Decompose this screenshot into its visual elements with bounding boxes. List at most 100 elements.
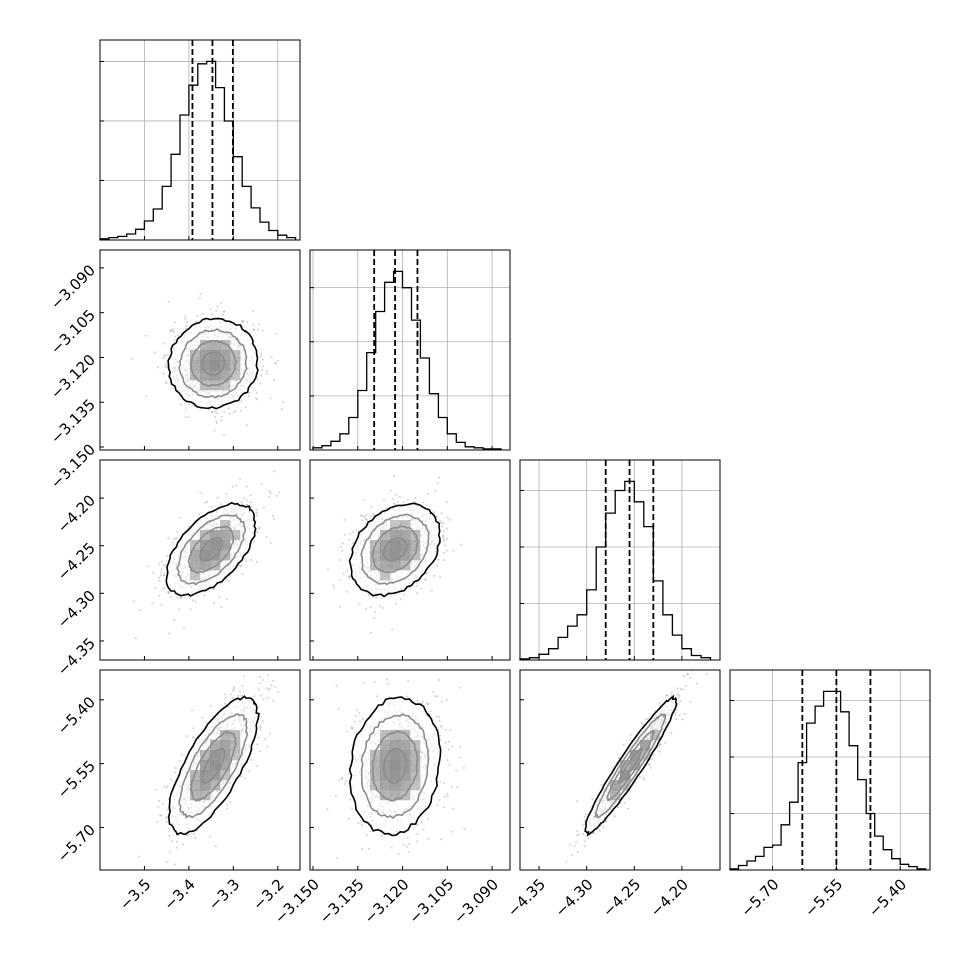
sample-point xyxy=(226,803,229,806)
sample-point xyxy=(208,835,211,838)
sample-point xyxy=(234,410,237,412)
sample-point xyxy=(193,405,196,408)
sample-point xyxy=(265,370,268,372)
sample-point xyxy=(576,830,579,833)
sample-point xyxy=(155,820,158,823)
sample-point xyxy=(147,565,150,568)
sample-point xyxy=(145,395,148,398)
sample-point xyxy=(427,817,430,820)
sample-point xyxy=(266,745,269,748)
histogram-bar xyxy=(180,115,189,240)
sample-point xyxy=(260,374,262,377)
sample-point xyxy=(565,861,568,864)
sample-point xyxy=(152,571,155,574)
sample-point xyxy=(646,717,649,720)
sample-point xyxy=(169,329,172,332)
sample-point xyxy=(181,753,184,756)
histogram-bar xyxy=(438,418,447,450)
sample-point xyxy=(188,403,191,406)
sample-point xyxy=(444,741,447,744)
histogram-bar xyxy=(682,649,692,660)
sample-point xyxy=(258,526,261,529)
sample-point xyxy=(277,690,280,693)
sample-point xyxy=(426,702,429,705)
sample-point xyxy=(659,743,662,746)
sample-point xyxy=(426,571,429,574)
sample-point xyxy=(362,682,365,685)
sample-point xyxy=(338,778,341,781)
x-tick-label: −5.70 xyxy=(737,875,782,920)
sample-point xyxy=(438,716,441,719)
histogram-bar xyxy=(216,88,225,240)
sample-point xyxy=(243,675,246,678)
sample-point xyxy=(240,564,243,567)
sample-point xyxy=(446,793,449,796)
sample-point xyxy=(448,518,451,521)
sample-point xyxy=(372,512,375,515)
sample-point xyxy=(191,709,194,712)
sample-point xyxy=(232,411,235,414)
sample-point xyxy=(206,500,209,503)
scatter-panel-0-3-frame xyxy=(99,669,301,871)
sample-point xyxy=(179,517,182,520)
sample-point xyxy=(244,406,247,409)
contour-fill xyxy=(168,696,259,835)
sample-point xyxy=(265,687,268,690)
sample-point xyxy=(222,314,225,317)
sample-point xyxy=(192,727,195,730)
sample-point xyxy=(642,776,645,779)
sample-point xyxy=(368,594,371,597)
x-tick-label: −4.35 xyxy=(504,875,549,920)
sample-point xyxy=(214,845,217,848)
sample-point xyxy=(161,560,164,563)
sample-point xyxy=(233,686,235,689)
histogram-bar xyxy=(376,311,385,450)
sample-point xyxy=(591,798,594,800)
sample-point xyxy=(443,537,446,540)
sample-point xyxy=(162,372,165,375)
scatter-panel-0-1-frame xyxy=(99,249,301,451)
sample-point xyxy=(184,315,187,318)
sample-point xyxy=(173,537,176,540)
sample-point xyxy=(165,382,168,385)
sample-point xyxy=(442,806,445,809)
sample-point xyxy=(675,718,678,720)
sample-point xyxy=(446,759,449,762)
sample-point xyxy=(658,750,661,753)
y-tick-label: −4.25 xyxy=(54,539,99,584)
sample-point xyxy=(387,682,389,685)
histogram-bar xyxy=(358,390,367,450)
sample-point xyxy=(348,575,351,578)
sample-point xyxy=(191,736,194,739)
sample-point xyxy=(245,504,248,507)
sample-point xyxy=(441,525,444,528)
sample-point xyxy=(434,490,437,493)
sample-point xyxy=(216,305,219,308)
histogram-bar xyxy=(331,441,340,450)
histogram-bar xyxy=(539,654,549,660)
sample-point xyxy=(241,320,244,322)
sample-point xyxy=(176,596,179,599)
sample-point xyxy=(686,672,689,675)
sample-point xyxy=(196,315,199,318)
sample-point xyxy=(345,780,348,783)
sample-point xyxy=(210,411,213,413)
sample-point xyxy=(250,759,253,761)
sample-point xyxy=(267,652,269,654)
sample-point xyxy=(164,354,167,357)
sample-point xyxy=(162,357,165,360)
sample-point xyxy=(375,596,378,599)
sample-point xyxy=(240,409,243,412)
sample-point xyxy=(267,674,270,677)
sample-point xyxy=(186,834,188,837)
sample-point xyxy=(214,416,217,419)
sample-point xyxy=(171,329,173,332)
sample-point xyxy=(352,530,355,533)
histogram-bar xyxy=(781,825,790,870)
sample-point xyxy=(582,833,585,836)
sample-point xyxy=(436,482,439,485)
sample-point xyxy=(238,564,241,567)
sample-point xyxy=(416,823,419,826)
sample-point xyxy=(158,579,161,582)
sample-point xyxy=(380,834,383,837)
